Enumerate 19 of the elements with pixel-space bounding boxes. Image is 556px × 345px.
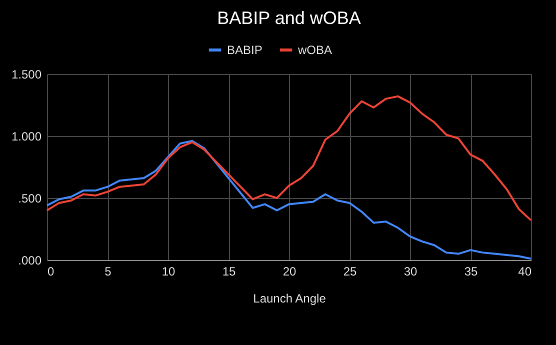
x-tick-label: 5 <box>104 264 112 278</box>
legend-label: BABIP <box>227 43 262 57</box>
x-tick-label: 40 <box>518 264 532 278</box>
x-tick-label: 15 <box>222 264 236 278</box>
x-axis-title: Launch Angle <box>253 292 326 306</box>
x-tick-label: 30 <box>404 264 418 278</box>
legend-label: wOBA <box>297 43 332 57</box>
x-tick-label: 10 <box>162 264 176 278</box>
chart-title: BABIP and wOBA <box>217 8 361 28</box>
x-tick-label: 35 <box>464 264 478 278</box>
x-tick-label: 20 <box>282 264 296 278</box>
y-tick-label: 1.000 <box>11 130 42 144</box>
x-tick-label: 25 <box>343 264 357 278</box>
line-series <box>46 95 532 222</box>
y-tick-label: .500 <box>18 192 42 206</box>
x-tick-label: 0 <box>48 264 54 278</box>
line-series <box>46 140 532 260</box>
y-tick-label: .000 <box>18 254 42 268</box>
y-tick-label: 1.500 <box>11 68 42 82</box>
